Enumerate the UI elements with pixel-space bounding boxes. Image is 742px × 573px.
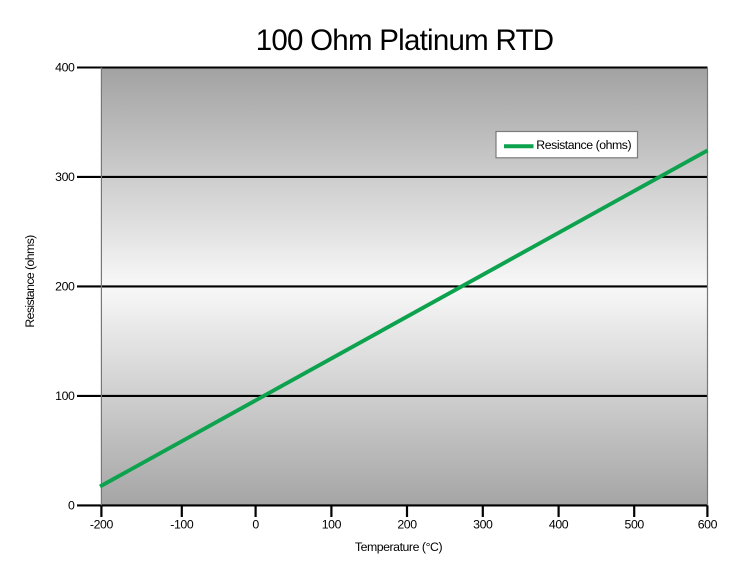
svg-text:400: 400 [55, 61, 75, 75]
svg-text:-200: -200 [90, 518, 114, 532]
svg-text:500: 500 [625, 518, 645, 532]
svg-text:400: 400 [549, 518, 569, 532]
svg-text:100: 100 [322, 518, 342, 532]
svg-text:200: 200 [55, 280, 75, 294]
svg-text:Temperature (°C): Temperature (°C) [355, 540, 443, 554]
svg-text:100: 100 [55, 389, 75, 403]
svg-text:-100: -100 [170, 518, 194, 532]
svg-text:200: 200 [397, 518, 417, 532]
svg-text:Resistance (ohms): Resistance (ohms) [23, 235, 37, 328]
svg-text:Resistance (ohms): Resistance (ohms) [536, 138, 631, 152]
svg-text:100 Ohm Platinum RTD: 100 Ohm Platinum RTD [256, 24, 554, 57]
svg-text:300: 300 [55, 170, 75, 184]
svg-text:0: 0 [252, 518, 259, 532]
svg-text:300: 300 [473, 518, 493, 532]
svg-text:600: 600 [698, 518, 718, 532]
svg-text:0: 0 [68, 499, 75, 513]
